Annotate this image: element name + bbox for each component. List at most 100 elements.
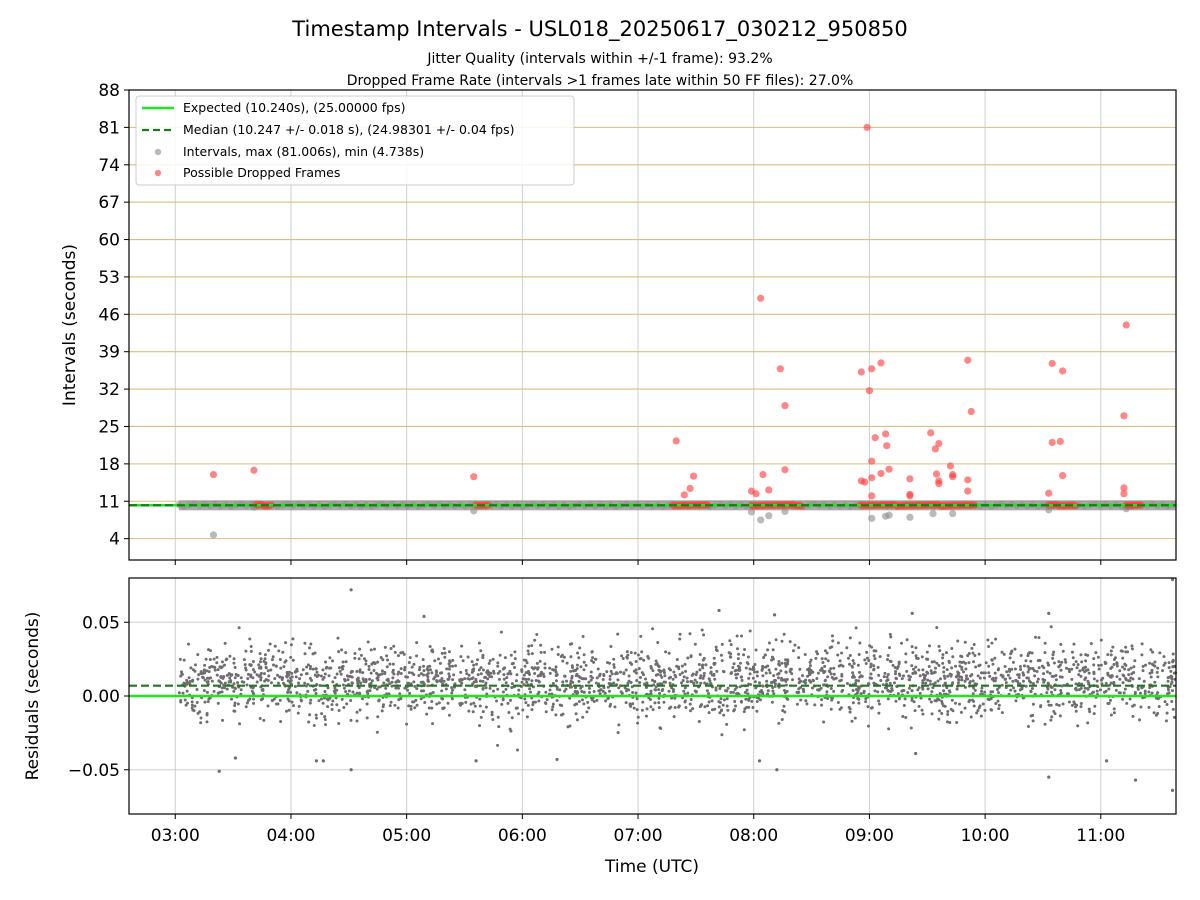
residual-point xyxy=(524,658,528,662)
residual-point xyxy=(203,700,207,704)
residual-point xyxy=(496,661,500,665)
residual-outlier-point xyxy=(1104,759,1109,763)
residual-point xyxy=(189,666,193,670)
residual-point xyxy=(1037,666,1041,670)
dropped-frame-point xyxy=(1059,472,1067,480)
residual-point xyxy=(935,625,939,629)
residual-point xyxy=(638,676,642,680)
residual-point xyxy=(331,680,335,684)
x-tick-label: 11:00 xyxy=(1076,826,1125,846)
residual-point xyxy=(276,681,280,685)
residual-point xyxy=(657,701,661,705)
residual-point xyxy=(695,670,699,674)
residual-point xyxy=(422,669,426,673)
residual-point xyxy=(1054,673,1058,677)
dropped-frame-point xyxy=(209,470,218,479)
residual-point xyxy=(631,690,635,694)
residual-point xyxy=(350,669,354,673)
residual-point xyxy=(753,670,757,674)
residual-point xyxy=(996,687,1000,691)
residual-point xyxy=(1078,669,1082,673)
residual-point xyxy=(728,639,732,643)
dropped-frame-point xyxy=(680,491,688,499)
residuals-panel: 0.050.00−0.05 03:00 04:00 05:00 06:00 07:00 0… xyxy=(23,577,1178,846)
residual-point xyxy=(610,672,614,676)
residual-point xyxy=(744,697,748,701)
residual-point xyxy=(406,688,410,692)
residual-point xyxy=(346,678,350,682)
residual-point xyxy=(217,679,221,683)
dropped-frame-point xyxy=(877,469,885,478)
residual-point xyxy=(955,721,959,725)
residual-point xyxy=(938,709,942,713)
residual-point xyxy=(570,642,574,646)
residual-point xyxy=(869,672,873,676)
residual-point xyxy=(579,665,583,669)
residual-point xyxy=(255,680,259,684)
residual-point xyxy=(791,678,795,682)
residual-point xyxy=(1007,667,1011,671)
residual-point xyxy=(1121,656,1125,660)
residual-point xyxy=(592,699,596,703)
residual-point xyxy=(1030,687,1034,691)
intervals-frame xyxy=(128,89,1177,561)
residual-point xyxy=(569,655,573,659)
residual-point xyxy=(917,704,921,708)
residual-point xyxy=(561,712,565,716)
residual-point xyxy=(736,672,740,676)
residual-point xyxy=(963,679,967,683)
residual-point xyxy=(1006,673,1010,677)
intervals-y-tick-label: 53 xyxy=(98,268,120,288)
residual-point xyxy=(1097,663,1101,667)
residual-point xyxy=(450,697,454,701)
dropped-frame-point xyxy=(1120,412,1128,420)
residual-point xyxy=(496,715,500,719)
residual-point xyxy=(1156,666,1160,670)
residual-point xyxy=(946,713,950,717)
interval-outlier-point xyxy=(949,509,957,518)
residual-point xyxy=(185,678,189,682)
residual-point xyxy=(481,668,485,672)
residual-point xyxy=(654,685,658,689)
residual-point xyxy=(282,665,286,669)
residual-point xyxy=(657,688,661,692)
residual-point xyxy=(303,641,307,645)
residual-point xyxy=(1014,699,1018,703)
residual-point xyxy=(514,679,518,683)
intervals-y-tick-label: 67 xyxy=(98,193,120,213)
residual-point xyxy=(1153,660,1157,664)
residual-point xyxy=(223,663,227,667)
residual-point xyxy=(690,673,694,677)
residual-point xyxy=(263,657,267,661)
residual-point xyxy=(582,702,586,706)
residual-point xyxy=(659,726,663,730)
residual-point xyxy=(776,672,780,676)
residual-point xyxy=(441,706,445,710)
residual-point xyxy=(839,706,843,710)
residual-point xyxy=(848,662,852,666)
residual-point xyxy=(1009,652,1013,656)
residual-point xyxy=(964,674,968,678)
residuals-y-label: Residuals (seconds) xyxy=(23,612,43,781)
residual-point xyxy=(653,679,657,683)
residual-point xyxy=(222,683,226,687)
residual-point xyxy=(988,674,992,678)
residual-point xyxy=(1024,659,1028,663)
residual-point xyxy=(838,679,842,683)
residual-point xyxy=(286,679,290,683)
residual-point xyxy=(262,672,266,676)
residual-point xyxy=(868,644,872,648)
residual-point xyxy=(1083,686,1087,690)
residual-point xyxy=(215,655,219,659)
residual-point xyxy=(910,689,914,693)
residual-point xyxy=(1055,702,1059,706)
residual-point xyxy=(560,704,564,708)
residual-point xyxy=(672,715,676,719)
residual-point xyxy=(513,650,517,654)
residual-point xyxy=(407,704,411,708)
residual-point xyxy=(685,680,689,684)
residual-point xyxy=(515,673,519,677)
residual-point xyxy=(1162,655,1166,659)
residual-point xyxy=(344,651,348,655)
